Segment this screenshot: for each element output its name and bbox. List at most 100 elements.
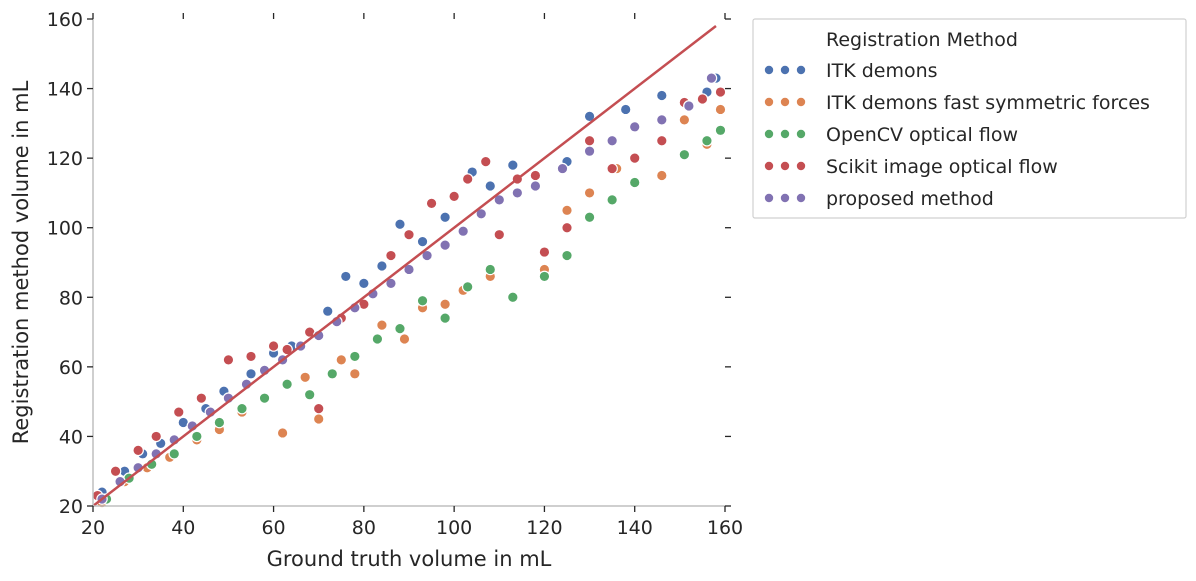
legend-label: ITK demons fast symmetric forces — [826, 92, 1150, 114]
series-1 — [96, 103, 727, 509]
legend-marker — [764, 193, 774, 203]
data-point — [213, 416, 226, 429]
legend-title: Registration Method — [826, 29, 1018, 51]
data-point — [583, 110, 596, 123]
data-point — [439, 298, 451, 311]
data-point — [191, 430, 203, 443]
data-point — [606, 162, 618, 175]
y-tick-label: 20 — [59, 496, 83, 518]
data-point — [394, 322, 406, 335]
data-point — [475, 208, 488, 220]
data-point — [461, 173, 474, 185]
data-point — [561, 249, 573, 262]
data-point — [561, 221, 573, 234]
data-point — [714, 86, 727, 98]
data-point — [583, 187, 596, 199]
y-tick-label: 120 — [47, 148, 83, 170]
data-point — [556, 162, 569, 175]
data-point — [349, 368, 361, 380]
data-point — [655, 169, 668, 182]
plot-area — [91, 24, 727, 509]
series-2 — [100, 124, 727, 505]
data-point — [655, 134, 668, 147]
data-point — [583, 134, 596, 147]
axes: 20 40 60 80 100 120 140 160 20 40 60 80 100 120 140 160… — [9, 9, 743, 571]
legend-marker — [764, 97, 774, 107]
series-4 — [96, 72, 718, 505]
legend-entry: OpenCV optical flow — [764, 124, 1018, 146]
data-point — [507, 159, 519, 171]
data-point — [448, 190, 460, 203]
data-point — [358, 277, 370, 290]
legend-marker — [796, 97, 806, 107]
data-point — [281, 378, 293, 391]
y-tick-label: 80 — [59, 287, 83, 309]
data-point — [619, 103, 632, 116]
y-axis-label: Registration method volume in mL — [9, 80, 33, 444]
x-tick-label: 120 — [526, 517, 562, 539]
data-point — [109, 465, 122, 478]
data-point — [403, 228, 415, 241]
data-point — [538, 246, 551, 258]
x-tick-label: 60 — [261, 517, 285, 539]
data-point — [416, 235, 429, 248]
data-point — [258, 392, 271, 404]
data-point — [606, 194, 618, 206]
data-point — [385, 249, 397, 262]
data-point — [398, 333, 411, 345]
data-point — [655, 89, 668, 102]
legend-label: ITK demons — [826, 60, 938, 82]
legend-marker — [780, 161, 790, 171]
x-tick-label: 80 — [352, 517, 376, 539]
data-point — [245, 368, 257, 380]
legend-entry: ITK demons — [764, 60, 938, 82]
data-point — [421, 249, 433, 262]
data-point — [132, 444, 144, 457]
y-tick-label: 160 — [47, 9, 83, 31]
data-point — [376, 260, 388, 272]
data-point — [705, 72, 718, 84]
data-point — [484, 180, 497, 192]
series-0 — [96, 72, 722, 498]
data-point — [439, 239, 451, 251]
data-point — [267, 340, 280, 352]
legend: Registration Method ITK demons ITK demons … — [752, 18, 1187, 219]
data-point — [321, 305, 334, 317]
data-point — [385, 277, 397, 290]
data-point — [168, 448, 181, 460]
data-point — [479, 155, 492, 168]
data-point — [628, 121, 641, 133]
data-point — [628, 176, 641, 189]
data-point — [457, 225, 469, 237]
data-point — [583, 145, 596, 157]
legend-marker — [796, 129, 806, 139]
data-point — [493, 228, 506, 241]
data-point — [195, 392, 208, 404]
data-point — [678, 114, 691, 126]
data-point — [312, 402, 325, 415]
legend-entry: ITK demons fast symmetric forces — [764, 92, 1150, 114]
x-axis-label: Ground truth volume in mL — [267, 547, 552, 571]
data-point — [281, 343, 293, 356]
y-tick-label: 100 — [47, 218, 83, 240]
data-point — [484, 263, 497, 276]
data-point — [439, 312, 451, 324]
legend-marker — [764, 161, 774, 171]
legend-marker — [764, 65, 774, 75]
data-point — [335, 354, 348, 366]
data-point — [529, 169, 542, 182]
legend-label: proposed method — [826, 188, 994, 210]
legend-frame — [752, 18, 1187, 219]
data-point — [511, 187, 524, 199]
data-point — [538, 270, 551, 283]
data-point — [425, 197, 438, 210]
x-tick-label: 140 — [617, 517, 653, 539]
x-tick-label: 100 — [436, 517, 472, 539]
data-point — [394, 218, 406, 231]
data-point — [349, 350, 361, 363]
data-point — [683, 100, 695, 112]
data-point — [714, 124, 727, 137]
data-point — [714, 103, 727, 116]
legend-label: OpenCV optical flow — [826, 124, 1018, 146]
